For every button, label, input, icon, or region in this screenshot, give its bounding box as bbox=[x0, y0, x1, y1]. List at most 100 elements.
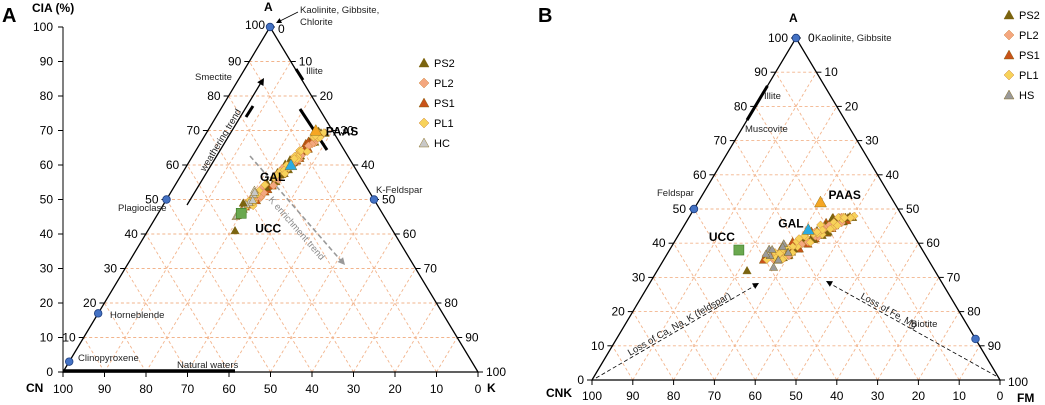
illite-muscovite-bar bbox=[745, 85, 769, 121]
mineral-label: Kaolinite, Gibbsite, bbox=[300, 5, 379, 16]
mineral-label: Natural waters bbox=[177, 360, 238, 371]
vertex-label-cn: CN bbox=[26, 381, 43, 395]
legend-label: PL1 bbox=[434, 118, 454, 130]
grid-line bbox=[836, 242, 919, 381]
pointer-line bbox=[277, 11, 299, 23]
bottom-tick-label: 50 bbox=[789, 389, 803, 403]
bottom-tick-label: 40 bbox=[830, 389, 844, 403]
edge-left-tick-label: 100 bbox=[768, 31, 788, 45]
data-point bbox=[742, 265, 752, 275]
grid-line bbox=[124, 268, 188, 373]
reference-label: GAL bbox=[260, 170, 285, 184]
bottom-tick-label: 80 bbox=[139, 382, 153, 396]
reference-point bbox=[733, 244, 745, 256]
reference-point bbox=[801, 223, 815, 235]
edge-right-tick-label: 60 bbox=[403, 227, 417, 241]
data-point bbox=[812, 227, 822, 237]
edge-right-tick-label: 50 bbox=[906, 202, 920, 216]
grid-b bbox=[612, 71, 980, 381]
edge-right-tick-label: 10 bbox=[299, 55, 313, 69]
cia-tick-label: 60 bbox=[40, 158, 54, 172]
grid-a bbox=[83, 61, 458, 373]
mineral-label: K-Feldspar bbox=[376, 185, 422, 196]
cia-tick-label: 10 bbox=[40, 331, 54, 345]
mineral-dot bbox=[689, 204, 699, 214]
data-point bbox=[272, 171, 281, 180]
reference-point bbox=[235, 208, 247, 219]
grid-line bbox=[207, 130, 354, 373]
grid-line bbox=[166, 199, 271, 373]
legend-marker bbox=[1003, 29, 1015, 41]
grid-line bbox=[104, 302, 147, 373]
bottom-tick-label: 60 bbox=[222, 382, 236, 396]
cia-tick-label: 20 bbox=[40, 296, 54, 310]
grid-line bbox=[795, 208, 899, 381]
cia-tick-label: 50 bbox=[40, 193, 54, 207]
data-point bbox=[825, 224, 835, 234]
grid-line bbox=[270, 199, 375, 373]
mineral-label: Chlorite bbox=[300, 17, 333, 28]
data-point bbox=[230, 225, 240, 235]
data-point bbox=[833, 221, 842, 230]
bottom-tick-label: 100 bbox=[53, 382, 73, 396]
mineral-label: Clinopyroxene bbox=[78, 353, 139, 364]
legend-label: HC bbox=[434, 138, 450, 150]
edge-right-tick-label: 0 bbox=[278, 22, 285, 36]
grid-line bbox=[958, 345, 980, 381]
data-point bbox=[769, 262, 779, 271]
edge-left-tick-label: 20 bbox=[83, 296, 97, 310]
edge-left-tick-label: 60 bbox=[166, 158, 180, 172]
grid-line bbox=[877, 277, 940, 381]
panel-label-b: B bbox=[538, 5, 552, 27]
grid-line bbox=[673, 106, 838, 381]
bottom-tick-label: 40 bbox=[305, 382, 319, 396]
bottom-tick-label: 90 bbox=[98, 382, 112, 396]
edge-right-tick-label: 90 bbox=[988, 339, 1002, 353]
legend-marker bbox=[1003, 9, 1015, 20]
cia-tick-label: 80 bbox=[40, 89, 54, 103]
mineral-dot bbox=[162, 195, 171, 204]
data-point bbox=[260, 180, 270, 190]
grid-line bbox=[734, 140, 878, 381]
bottom-tick-label: 70 bbox=[708, 389, 722, 403]
grid-line bbox=[775, 71, 960, 381]
arrow-head bbox=[276, 18, 282, 24]
mineral-label: Biotite bbox=[911, 319, 937, 330]
edge-right-tick-label: 30 bbox=[340, 124, 354, 138]
legend-label: PS2 bbox=[434, 58, 455, 70]
weathering-trend-label: weathering trend bbox=[198, 107, 244, 174]
weathering-trend-arrow bbox=[186, 80, 263, 206]
vertex-label-k: K bbox=[487, 381, 496, 395]
grid-line bbox=[394, 302, 437, 373]
legend-marker bbox=[418, 117, 430, 129]
legend-marker bbox=[1003, 49, 1015, 60]
legend-label: PL2 bbox=[434, 78, 454, 90]
bottom-tick-label: 30 bbox=[871, 389, 885, 403]
mineral-dot bbox=[791, 33, 801, 43]
mineral-dot bbox=[369, 195, 379, 204]
grid-line bbox=[436, 337, 458, 373]
mineral-label: Kaolinite, Gibbsite bbox=[815, 33, 892, 44]
legend-label: PL2 bbox=[1019, 30, 1039, 42]
data-point bbox=[280, 169, 290, 178]
loss-fm-label: Loss of Fe, Mg bbox=[859, 291, 919, 331]
data-point bbox=[805, 238, 815, 247]
grid-line bbox=[612, 345, 634, 381]
legend-label: PL1 bbox=[1019, 70, 1039, 82]
reference-label: GAL bbox=[778, 217, 803, 231]
mineral-label: Plagioclase bbox=[118, 203, 167, 214]
edge-left-tick-label: 20 bbox=[611, 305, 625, 319]
edge-left-tick-label: 100 bbox=[245, 18, 265, 32]
mineral-label: Feldspar bbox=[657, 188, 694, 199]
reference-label: UCC bbox=[255, 221, 281, 235]
grid-line bbox=[693, 208, 797, 381]
data-point bbox=[289, 154, 299, 163]
edge-left-tick-label: 50 bbox=[145, 193, 159, 207]
data-point bbox=[250, 187, 260, 196]
edge-right-tick-label: 70 bbox=[947, 270, 961, 284]
data-point bbox=[840, 213, 849, 223]
grid-line bbox=[754, 106, 919, 381]
data-point bbox=[778, 242, 787, 251]
